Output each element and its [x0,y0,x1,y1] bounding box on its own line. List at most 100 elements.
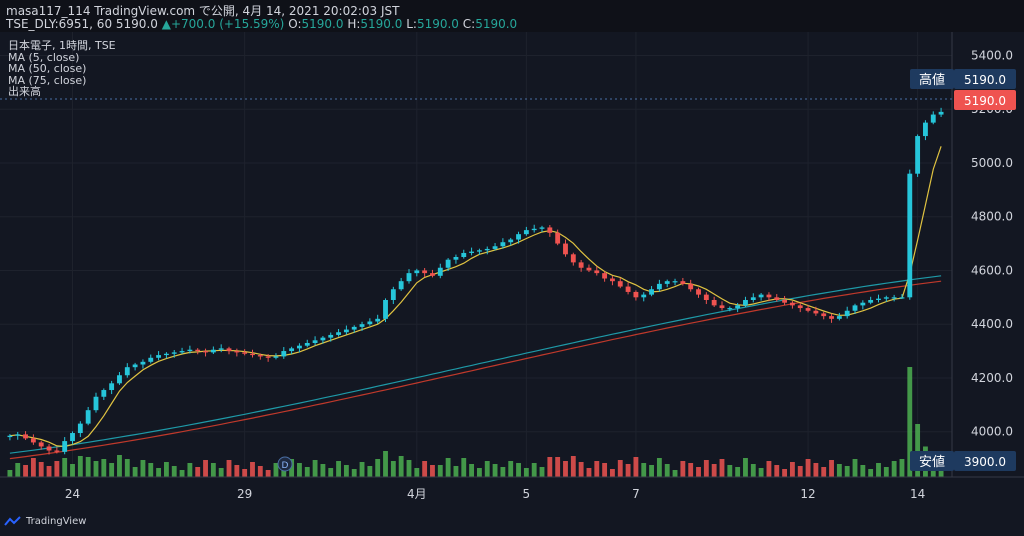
candle-body [610,278,615,282]
volume-bar [672,470,678,477]
open-value: 5190.0 [301,17,344,31]
volume-bar [406,460,412,477]
volume-bar [203,460,208,477]
volume-bar [915,424,921,477]
candle-body [696,289,701,295]
candle-body [797,305,803,309]
volume-bar [836,464,842,477]
symbol[interactable]: TSE_DLY:6951, 60 [6,17,113,31]
candle-body [578,262,584,268]
volume-bar [375,459,381,477]
volume-bar [508,461,514,477]
candle-body [367,321,373,325]
volume-bar [735,467,741,477]
time-tick-label: 14 [910,487,925,501]
candle-body [250,353,255,356]
volume-bar [195,467,201,477]
volume-bar [617,460,623,477]
volume-bar [7,470,13,477]
candle-body [297,345,302,349]
volume-bar [54,461,60,477]
candle-body [602,273,608,279]
volume-bar [140,460,146,477]
volume-bar [70,464,75,477]
volume-bar [860,465,866,477]
last-price-tag [954,90,1016,110]
volume-bar [437,465,443,477]
candle-body [281,351,287,357]
low-tag-value-box [954,451,1016,471]
candle-body [62,441,68,452]
volume-bar [383,451,388,477]
close-value: 5190.0 [475,17,518,31]
candle-body [398,281,404,290]
candle-body [688,283,694,290]
candle-body [445,259,451,268]
legend-ma50[interactable]: MA (50, close) [8,62,87,75]
price-tick-label: 5000.0 [971,156,1013,170]
candle-body [805,308,811,311]
candle-body [523,230,529,235]
candle-body [860,302,866,306]
volume-bar [38,462,44,477]
price-tick-label: 4400.0 [971,317,1013,331]
candle-body [273,356,279,358]
low-label: L: [406,17,417,31]
volume-bar [594,461,600,477]
candle-body [774,297,780,300]
time-axis[interactable]: 24 29 4月 5 7 12 14 [65,487,925,501]
footer-brand[interactable]: TradingView [26,515,87,527]
volume-bar [750,464,756,477]
price-chart[interactable]: 5400.05200.05000.04800.04600.04400.04200… [0,32,1024,536]
volume-bar [563,461,568,477]
grid [0,32,952,477]
candles [7,107,944,455]
candle-body [829,316,834,319]
volume-bar [531,463,537,477]
volume-bar [555,457,561,477]
volume-bar [610,469,615,477]
volume-bar [664,464,670,477]
candle-body [171,352,177,354]
volume-bars [7,367,944,477]
dividend-marker-icon[interactable] [277,456,293,472]
last-price-tag-value: 5190.0 [964,94,1006,108]
candle-body [453,257,459,260]
candle-body [242,352,248,354]
candle-body [156,355,162,358]
legend-symbol[interactable]: 日本電子, 1時間, TSE [8,39,116,52]
time-tick-label: 12 [800,487,815,501]
volume-bar [46,466,52,477]
candle-body [735,305,741,309]
candle-body [492,246,498,249]
ma50-line [9,275,942,454]
volume-bar [445,458,451,477]
volume-bar [586,468,592,477]
candle-body [132,364,138,368]
high-value: 5190.0 [360,17,403,31]
legend-volume[interactable]: 出来高 [8,85,41,98]
volume-bar [703,460,709,477]
price-tick-label: 4800.0 [971,210,1013,224]
volume-bar [430,465,435,477]
legend-ma75[interactable]: MA (75, close) [8,73,87,87]
candle-body [649,289,654,295]
candle-body [743,300,748,306]
candle-body [7,435,13,438]
candle-body [257,355,263,357]
volume-bar [476,468,482,477]
volume-bar [422,461,428,477]
tradingview-logo-icon [4,516,21,526]
candle-body [148,357,154,362]
high-tag-box [910,69,954,89]
candle-body [782,300,788,303]
volume-bar [469,464,475,477]
legend-ma5[interactable]: MA (5, close) [8,50,80,64]
candle-body [719,305,725,309]
low-tag-value: 3900.0 [964,455,1006,469]
candle-body [539,227,545,229]
candle-body [383,300,388,319]
volume-bar [163,462,169,477]
change-arrow-icon: ▲ [161,17,171,31]
volume-bar [774,465,780,477]
